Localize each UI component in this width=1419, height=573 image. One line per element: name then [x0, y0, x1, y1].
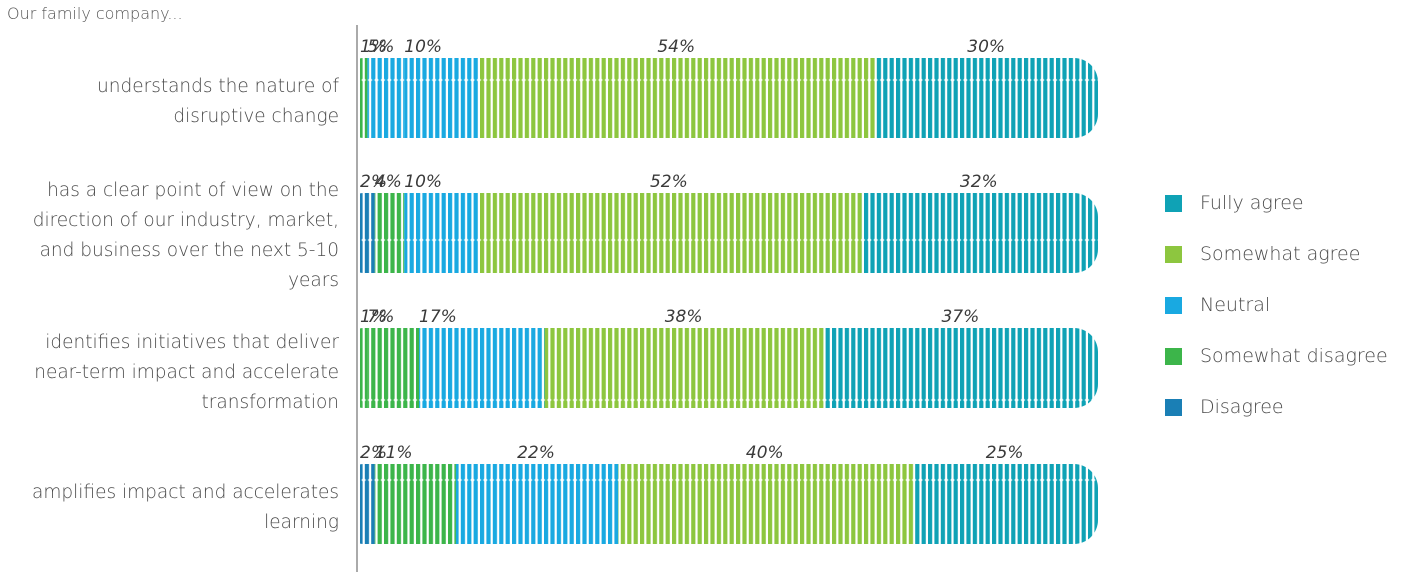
bar-segment-somewhat-agree [618, 464, 914, 544]
legend-label: Disagree [1200, 396, 1284, 418]
bar-row [360, 464, 1098, 544]
data-label: 38% [665, 307, 703, 327]
data-label: 54% [657, 37, 695, 57]
legend-swatch [1165, 398, 1182, 416]
bar-segment-neutral [455, 464, 619, 544]
bar-row [360, 328, 1098, 408]
bar-segment-fully-agree [913, 464, 1098, 544]
legend-swatch [1165, 245, 1182, 263]
legend-item: Somewhat disagree [1165, 339, 1388, 373]
bar-segment-neutral [367, 58, 405, 138]
legend-swatch [1165, 296, 1182, 314]
bar-segment-disagree [360, 193, 375, 273]
bar-segment-somewhat-disagree [374, 464, 456, 544]
data-label: 5% [367, 37, 394, 57]
bar-segment-somewhat-disagree [367, 328, 420, 408]
data-label: 52% [650, 172, 688, 192]
category-label: has a clear point of view on the directi… [32, 180, 339, 291]
bar-segment-somewhat-agree [478, 193, 862, 273]
legend-item: Neutral [1165, 288, 1388, 322]
bar-segment-fully-agree [876, 58, 1098, 138]
data-label: 30% [967, 37, 1005, 57]
bar-segment-neutral [404, 58, 479, 138]
legend-label: Somewhat disagree [1200, 345, 1388, 367]
legend-item: Fully agree [1165, 186, 1388, 220]
legend-label: Neutral [1200, 294, 1271, 316]
legend-label: Somewhat agree [1200, 243, 1361, 265]
data-label: 4% [375, 172, 402, 192]
data-label: 2% [360, 172, 387, 192]
bar-segment-neutral [404, 193, 479, 273]
bar-segment-somewhat-disagree [360, 328, 368, 408]
chart-intro-text: Our family company... [7, 4, 183, 23]
bar-segment-somewhat-agree [544, 328, 825, 408]
chart-legend: Fully agree Somewhat agree Neutral Somew… [1165, 186, 1388, 441]
category-label: understands the nature of disruptive cha… [97, 76, 339, 127]
bar-row [360, 58, 1098, 138]
legend-item: Disagree [1165, 390, 1388, 424]
bar-segment-disagree [360, 464, 375, 544]
data-label: 1% [360, 37, 387, 57]
data-label: 1% [360, 307, 387, 327]
legend-swatch [1165, 194, 1182, 212]
data-label: 11% [375, 443, 413, 463]
bar-segment-somewhat-agree [478, 58, 877, 138]
bar-segment-fully-agree [861, 193, 1098, 273]
data-label: 10% [404, 37, 442, 57]
legend-item: Somewhat agree [1165, 237, 1388, 271]
data-label: 17% [419, 307, 457, 327]
legend-swatch [1165, 347, 1182, 365]
bar-segment-fully-agree [824, 328, 1098, 408]
category-label: amplifies impact and accelerates learnin… [32, 482, 339, 533]
category-label: identifies initiatives that deliver near… [34, 332, 339, 413]
data-label: 32% [960, 172, 998, 192]
data-label: 22% [517, 443, 555, 463]
data-label: 7% [367, 307, 394, 327]
data-label: 10% [404, 172, 442, 192]
data-label: 40% [746, 443, 784, 463]
data-label: 37% [941, 307, 979, 327]
bar-segment-somewhat-disagree [360, 58, 368, 138]
legend-label: Fully agree [1200, 192, 1304, 214]
data-label: 2% [360, 443, 387, 463]
bar-row [360, 193, 1098, 273]
bar-segment-somewhat-disagree [374, 193, 405, 273]
data-label: 25% [986, 443, 1024, 463]
bar-segment-neutral [419, 328, 545, 408]
